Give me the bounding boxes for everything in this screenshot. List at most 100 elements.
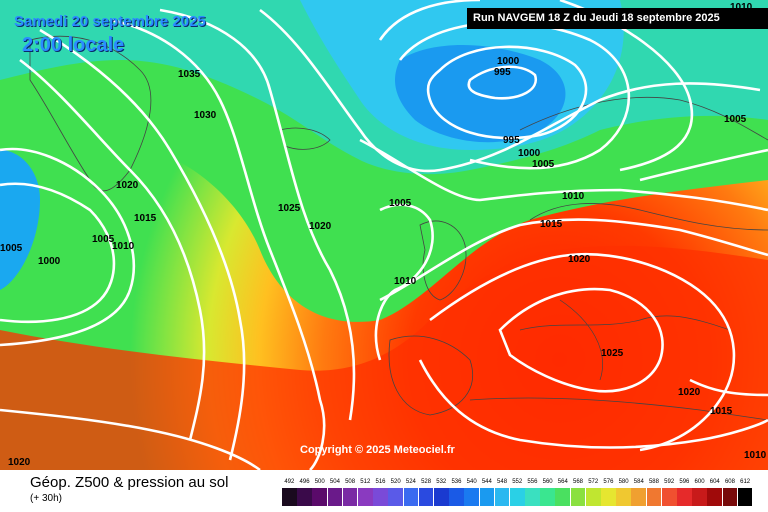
- isobar-label: 1015: [134, 213, 157, 224]
- isobar-label: 1000: [518, 148, 541, 159]
- color-scale-legend: 492 496 500 504 508 512 516 520 524 528 532 536 540 5…: [282, 478, 753, 508]
- legend-item: 608: [722, 478, 738, 506]
- isobar-line: [418, 359, 768, 449]
- isobar-line: [429, 252, 736, 452]
- legend-swatch: [601, 488, 616, 506]
- legend-value: 600: [694, 479, 705, 485]
- isobar-label: 1010: [394, 276, 417, 287]
- isobar-label: 1025: [601, 348, 624, 359]
- legend-swatch: [373, 488, 388, 506]
- weather-map: 1010 1035 1030 1000 995 1005 995 1000 10…: [0, 0, 768, 470]
- legend-swatch: [449, 488, 464, 506]
- legend-swatch: [312, 488, 328, 506]
- europe-coast: [519, 97, 768, 231]
- legend-item: 492: [282, 478, 297, 506]
- legend-swatch: [327, 488, 343, 506]
- legend-swatch: [585, 488, 601, 506]
- legend-item: 592: [661, 478, 677, 506]
- legend-value: 508: [345, 479, 356, 485]
- isobar-label: 1005: [389, 198, 412, 209]
- legend-swatch: [661, 488, 677, 506]
- legend-item: 560: [540, 478, 555, 506]
- map-title: Géop. Z500 & pression au sol: [30, 474, 229, 491]
- legend-value: 544: [481, 479, 492, 485]
- legend-item: 524: [403, 478, 419, 506]
- isobar-line: [639, 148, 768, 182]
- isobar-line: [0, 408, 261, 470]
- isobar-label: 1020: [8, 457, 31, 468]
- legend-swatch: [464, 488, 479, 506]
- legend-swatch: [707, 488, 723, 506]
- isobar-line: [109, 18, 326, 470]
- forecast-date: Samedi 20 septembre 2025: [14, 13, 206, 30]
- isobar-line: [379, 218, 768, 302]
- model-run-banner: Run NAVGEM 18 Z du Jeudi 18 septembre 20…: [467, 8, 768, 29]
- legend-swatch: [677, 488, 692, 506]
- iceland-coast: [279, 127, 331, 150]
- legend-value: 612: [740, 479, 751, 485]
- isobar-line: [159, 8, 356, 421]
- legend-item: 596: [677, 478, 692, 506]
- legend-item: 580: [616, 478, 631, 506]
- legend-value: 568: [573, 479, 584, 485]
- legend-item: 588: [646, 478, 662, 506]
- isobar-label: 1005: [724, 114, 747, 125]
- legend-item: 500: [312, 478, 328, 506]
- legend-value: 572: [588, 479, 599, 485]
- legend-value: 520: [390, 479, 401, 485]
- legend-item: 508: [342, 478, 358, 506]
- legend-swatch: [433, 488, 449, 506]
- isobar-line: [0, 182, 116, 324]
- legend-item: 552: [509, 478, 525, 506]
- legend-item: 612: [737, 478, 753, 506]
- legend-item: 528: [418, 478, 434, 506]
- isobar-line: [689, 378, 768, 397]
- legend-item: 520: [388, 478, 404, 506]
- isobar-line: [426, 45, 588, 140]
- legend-item: 576: [601, 478, 616, 506]
- legend-swatch: [616, 488, 631, 506]
- forecast-local-time: 2:00 locale: [22, 34, 125, 56]
- legend-value: 580: [618, 479, 629, 485]
- legend-item: 544: [479, 478, 495, 506]
- legend-value: 592: [664, 479, 675, 485]
- isobar-label: 1000: [497, 56, 520, 67]
- isobar-label: 1015: [540, 219, 563, 230]
- forecast-lead-time: (+ 30h): [30, 493, 62, 504]
- legend-swatch: [525, 488, 540, 506]
- legend-swatch: [540, 488, 555, 506]
- legend-swatch: [737, 488, 753, 506]
- isobar-label: 1010: [730, 2, 752, 13]
- legend-swatch: [282, 488, 297, 506]
- legend-value: 552: [512, 479, 523, 485]
- legend-item: 504: [327, 478, 343, 506]
- legend-item: 532: [433, 478, 449, 506]
- legend-swatch: [631, 488, 647, 506]
- isobar-label: 1005: [532, 159, 555, 170]
- legend-value: 500: [314, 479, 325, 485]
- legend-value: 516: [375, 479, 386, 485]
- iberia-africa-coast: [388, 335, 768, 421]
- borders: [519, 299, 731, 381]
- isobar-label: 1020: [116, 180, 139, 191]
- legend-value: 588: [648, 479, 659, 485]
- isobar-label: 1030: [194, 110, 217, 121]
- legend-swatch: [479, 488, 495, 506]
- legend-item: 536: [449, 478, 464, 506]
- legend-value: 524: [405, 479, 416, 485]
- legend-item: 516: [373, 478, 388, 506]
- isobar-label: 1000: [38, 256, 61, 267]
- isobar-label: 1020: [309, 221, 332, 232]
- legend-value: 528: [421, 479, 432, 485]
- legend-value: 576: [603, 479, 614, 485]
- legend-value: 548: [497, 479, 508, 485]
- legend-swatch: [509, 488, 525, 506]
- legend-swatch: [692, 488, 707, 506]
- legend-swatch: [494, 488, 510, 506]
- isobar-label: 1020: [568, 254, 591, 265]
- legend-value: 496: [299, 479, 310, 485]
- isobar-label: 995: [503, 135, 520, 146]
- legend-item: 496: [297, 478, 312, 506]
- legend-value: 504: [329, 479, 340, 485]
- legend-value: 536: [451, 479, 462, 485]
